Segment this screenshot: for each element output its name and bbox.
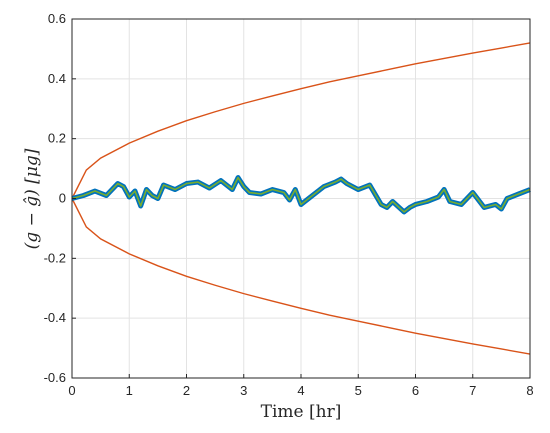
x-axis-label: Time [hr] [261, 402, 342, 422]
y-tick-label: -0.6 [44, 370, 66, 385]
y-tick-label: 0.2 [48, 131, 66, 146]
y-axis-label: (g − ĝ) [μg] [22, 148, 42, 249]
y-tick-label: 0.6 [48, 11, 66, 26]
x-tick-label: 2 [183, 383, 190, 398]
lower-bound-line [71, 198, 531, 355]
y-tick-label: -0.4 [44, 310, 66, 325]
x-tick-label: 0 [68, 383, 75, 398]
plot-area [71, 42, 531, 355]
y-tick-label: -0.2 [44, 250, 66, 265]
error-series-center-line [71, 176, 531, 213]
y-tick-label: 0 [59, 191, 66, 206]
x-tick-label: 8 [526, 383, 533, 398]
x-tick-label: 4 [297, 383, 304, 398]
x-tick-label: 7 [469, 383, 476, 398]
x-tick-label: 6 [412, 383, 419, 398]
tick-labels: 0 1 2 3 4 5 6 7 8 0.6 0.4 0.2 0 -0.2 -0.4 -0.6 [44, 11, 534, 398]
x-tick-label: 1 [126, 383, 133, 398]
upper-bound-line [71, 42, 531, 199]
x-tick-label: 3 [240, 383, 247, 398]
y-tick-label: 0.4 [48, 71, 66, 86]
x-tick-label: 5 [355, 383, 362, 398]
